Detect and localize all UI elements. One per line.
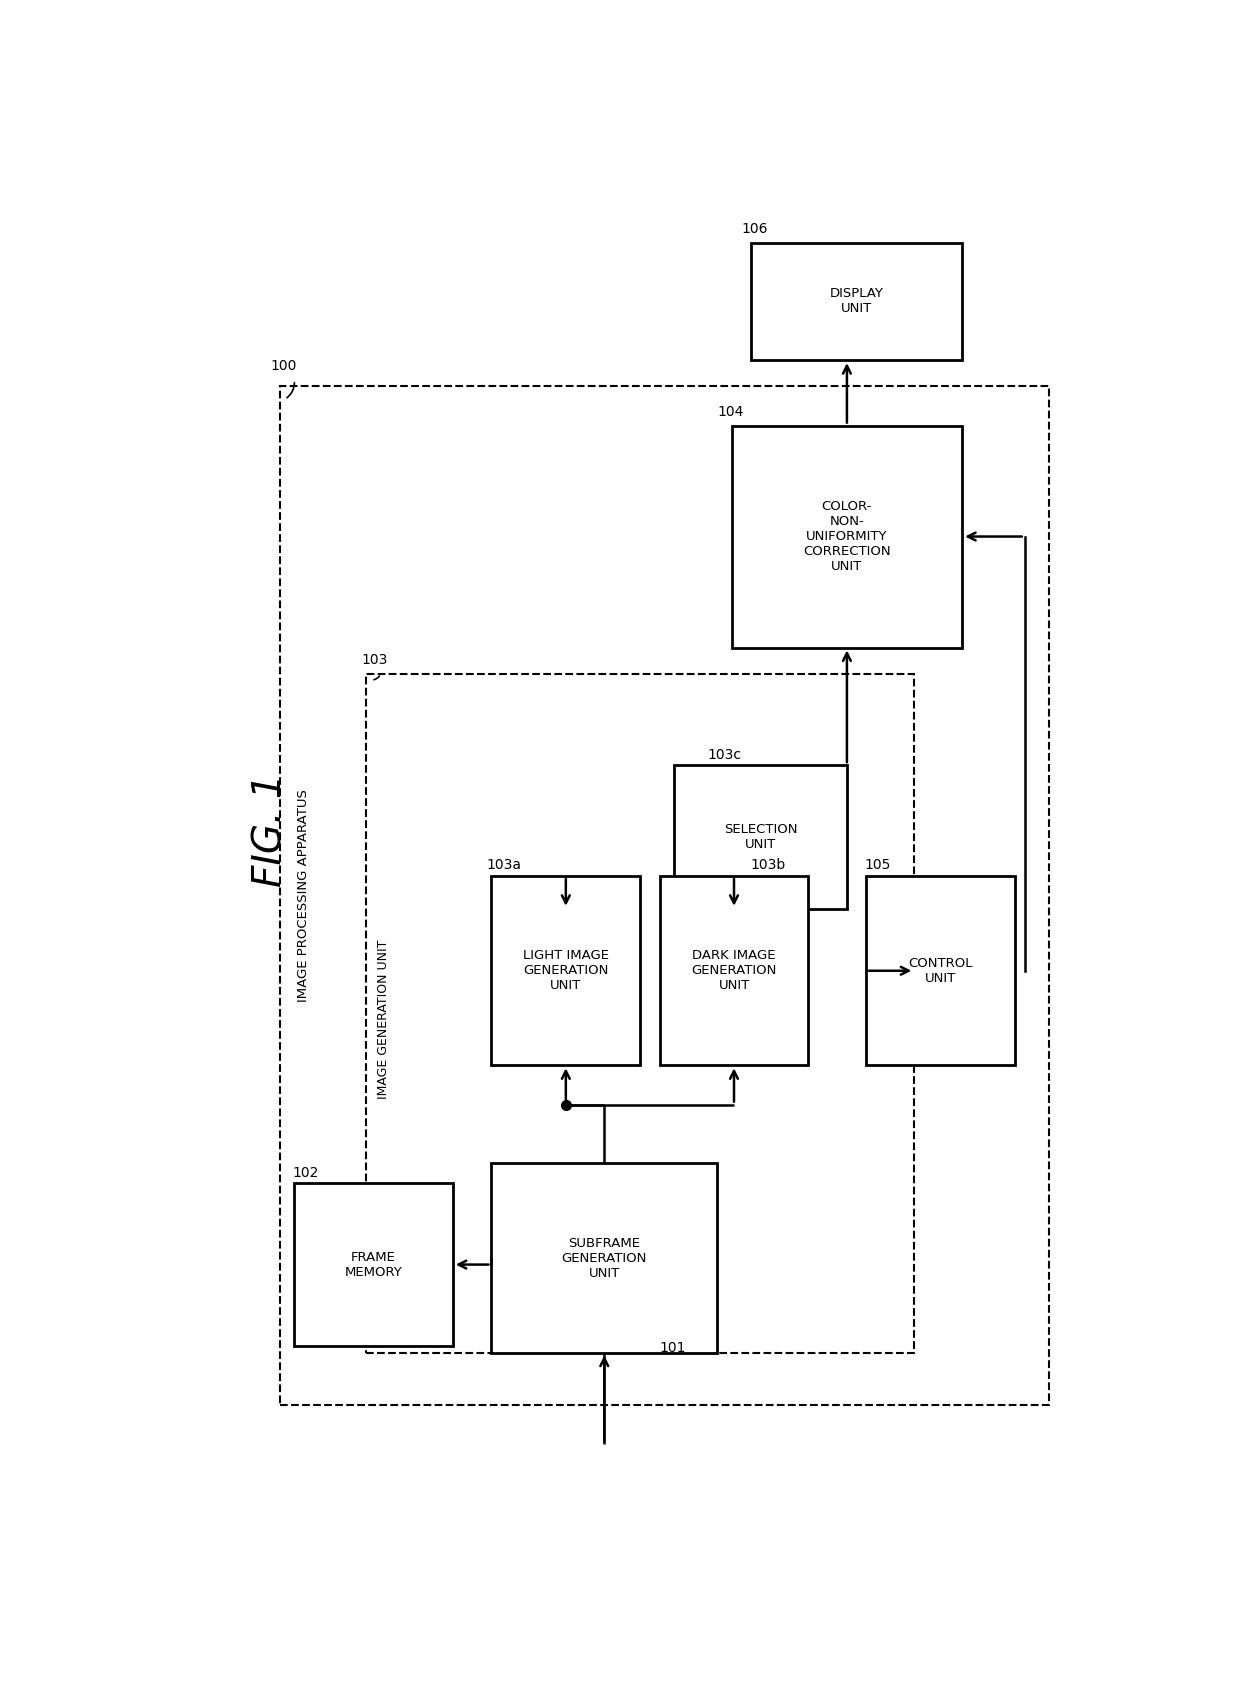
Bar (660, 877, 808, 1065)
Text: 106: 106 (742, 222, 768, 236)
Bar (491, 1163, 717, 1353)
Text: CONTROL
UNIT: CONTROL UNIT (909, 957, 973, 985)
Text: 103a: 103a (486, 858, 522, 872)
Text: FRAME
MEMORY: FRAME MEMORY (345, 1250, 403, 1279)
Text: DISPLAY
UNIT: DISPLAY UNIT (830, 287, 883, 315)
Bar (675, 765, 847, 909)
Text: 100: 100 (270, 360, 296, 373)
Text: COLOR-
NON-
UNIFORMITY
CORRECTION
UNIT: COLOR- NON- UNIFORMITY CORRECTION UNIT (804, 500, 890, 573)
Text: 101: 101 (660, 1342, 686, 1355)
Bar (294, 1184, 453, 1347)
Text: 104: 104 (717, 405, 744, 419)
Bar (751, 243, 962, 360)
Text: 105: 105 (864, 858, 890, 872)
Text: IMAGE PROCESSING APPARATUS: IMAGE PROCESSING APPARATUS (298, 789, 310, 1002)
Text: 102: 102 (293, 1167, 319, 1180)
Text: LIGHT IMAGE
GENERATION
UNIT: LIGHT IMAGE GENERATION UNIT (523, 950, 609, 992)
Bar (491, 877, 640, 1065)
Text: SUBFRAME
GENERATION
UNIT: SUBFRAME GENERATION UNIT (562, 1236, 647, 1279)
Text: DARK IMAGE
GENERATION
UNIT: DARK IMAGE GENERATION UNIT (692, 950, 776, 992)
Text: 103c: 103c (708, 748, 742, 763)
Text: FIG. 1: FIG. 1 (252, 773, 289, 887)
Bar (367, 673, 914, 1353)
Text: 103b: 103b (751, 858, 786, 872)
Text: IMAGE GENERATION UNIT: IMAGE GENERATION UNIT (377, 940, 391, 1099)
Bar (866, 877, 1016, 1065)
Bar (732, 426, 962, 648)
Text: SELECTION
UNIT: SELECTION UNIT (724, 823, 797, 851)
Bar (280, 387, 1049, 1404)
Text: 103: 103 (362, 653, 388, 667)
